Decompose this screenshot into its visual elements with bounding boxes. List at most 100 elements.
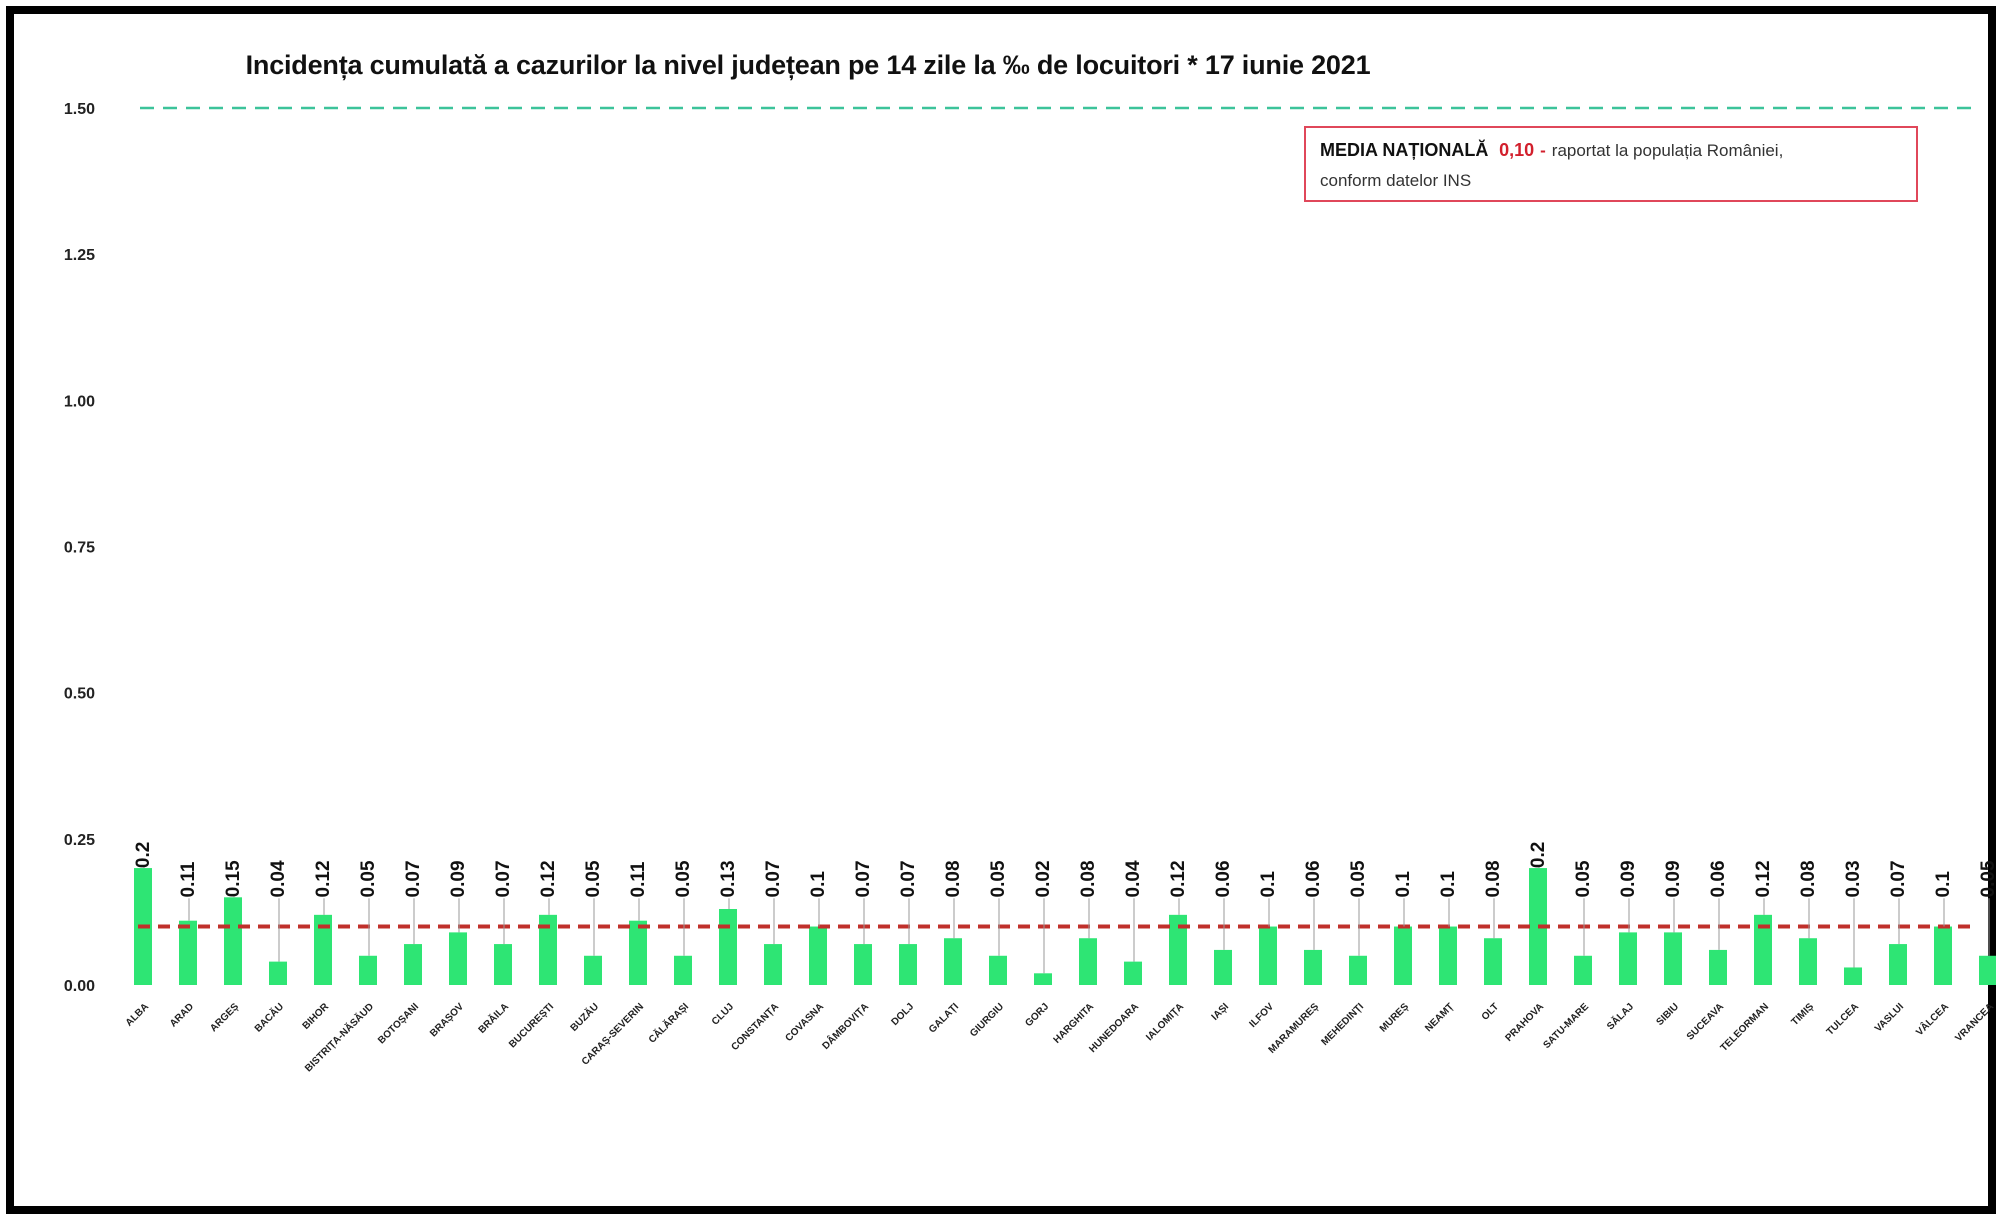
data-label: 0.11: [178, 861, 199, 897]
legend-line-1: MEDIA NAȚIONALĂ 0,10- raportat la populaț…: [1320, 135, 1902, 166]
data-label: 0.09: [1663, 860, 1684, 897]
category-label: CLUJ: [710, 1001, 736, 1027]
bar: [224, 897, 242, 985]
category-label: MEHEDINȚI: [1319, 1001, 1366, 1048]
data-label: 0.06: [1303, 860, 1324, 897]
data-label: 0.06: [1213, 860, 1234, 897]
bar: [899, 944, 917, 985]
category-label: CONSTANȚA: [729, 1001, 781, 1053]
bar: [854, 944, 872, 985]
category-label: SUCEAVA: [1685, 1001, 1726, 1042]
data-label: 0.08: [1483, 860, 1504, 897]
data-label: 0.08: [1078, 860, 1099, 897]
legend-text-2: conform datelor INS: [1320, 171, 1472, 190]
bar: [629, 920, 647, 985]
category-label: GORJ: [1023, 1001, 1051, 1029]
data-label: 0.11: [628, 861, 649, 897]
category-label: BUCUREȘTI: [507, 1001, 556, 1050]
y-tick-label: 0.00: [64, 978, 95, 995]
data-label: 0.13: [718, 860, 739, 897]
bar: [1304, 949, 1322, 985]
category-label: BRAȘOV: [428, 1001, 466, 1039]
data-label: 0.07: [853, 860, 874, 897]
data-label: 0.12: [1168, 860, 1189, 897]
bar: [1079, 938, 1097, 985]
category-label: VÂLCEA: [1913, 1000, 1951, 1038]
bar: [1709, 949, 1727, 985]
category-label: SIBIU: [1654, 1001, 1681, 1028]
data-label: 0.07: [763, 860, 784, 897]
y-tick-label: 0.25: [64, 832, 95, 849]
category-label: GIURGIU: [968, 1001, 1006, 1039]
category-label: GALAȚI: [927, 1001, 961, 1035]
data-label: 0.15: [223, 860, 244, 897]
chart-title-text: Incidența cumulată a cazurilor la nivel …: [245, 50, 1371, 80]
data-label: 0.12: [1753, 860, 1774, 897]
category-label: ALBA: [124, 1001, 151, 1028]
category-label: OLT: [1480, 1001, 1501, 1022]
legend-value: 0,10: [1499, 140, 1535, 160]
category-label: VRANCEA: [1953, 1001, 1996, 1044]
bar: [1034, 973, 1052, 985]
bar: [1754, 914, 1772, 985]
category-label: CĂLĂRAȘI: [645, 1000, 691, 1046]
category-label: VASLUI: [1873, 1001, 1906, 1034]
bar: [719, 908, 737, 985]
bar: [1394, 926, 1412, 985]
category-label: TELEORMAN: [1719, 1001, 1772, 1054]
bar: [1664, 932, 1682, 985]
bar: [269, 961, 287, 985]
category-label: ARGEȘ: [208, 1001, 241, 1034]
data-label: 0.1: [1258, 871, 1279, 898]
category-label: ILFOV: [1248, 1001, 1277, 1030]
legend-dash: -: [1540, 141, 1546, 160]
bar: [764, 944, 782, 985]
category-label: MUREȘ: [1378, 1001, 1412, 1035]
category-label: IAȘI: [1210, 1001, 1232, 1023]
bar: [539, 914, 557, 985]
data-label: 0.08: [943, 860, 964, 897]
legend-text-1: raportat la populația României,: [1551, 141, 1784, 160]
data-label: 0.05: [358, 860, 379, 897]
category-label: SĂLAJ: [1604, 1000, 1636, 1032]
bar: [1349, 955, 1367, 985]
category-label: TULCEA: [1825, 1001, 1861, 1037]
chart-title: Incidența cumulată a cazurilor la nivel …: [0, 50, 1996, 81]
bar: [449, 932, 467, 985]
bar: [1934, 926, 1952, 985]
category-label: IALOMIȚA: [1144, 1001, 1186, 1043]
data-label: 0.1: [808, 871, 829, 898]
bar: [1214, 949, 1232, 985]
bar: [1439, 926, 1457, 985]
category-label: BIHOR: [301, 1001, 332, 1032]
category-label: TIMIȘ: [1789, 1001, 1816, 1028]
bar: [674, 955, 692, 985]
data-label: 0.07: [403, 860, 424, 897]
category-label: DÂMBOVIȚA: [819, 1000, 871, 1052]
data-label: 0.05: [1978, 860, 1996, 897]
bar: [1619, 932, 1637, 985]
y-tick-label: 1.25: [64, 247, 95, 264]
data-label: 0.09: [448, 860, 469, 897]
category-label: ARAD: [168, 1001, 196, 1029]
data-label: 0.05: [673, 860, 694, 897]
bar: [179, 920, 197, 985]
data-label: 0.05: [1348, 860, 1369, 897]
bar: [584, 955, 602, 985]
bar: [1889, 944, 1907, 985]
category-label: HARGHITA: [1052, 1001, 1097, 1046]
y-tick-label: 0.75: [64, 540, 95, 557]
bar: [1844, 967, 1862, 985]
data-label: 0.08: [1798, 860, 1819, 897]
y-tick-label: 1.50: [64, 101, 95, 118]
category-label: BOTOȘANI: [376, 1001, 421, 1046]
category-label: COVASNA: [784, 1001, 827, 1044]
data-labels-layer: 0.2 0.11 0.15 0.04 0.12 0.05 0.07 0.09 0.07 0.12 0…: [133, 842, 1996, 974]
data-label: 0.1: [1438, 871, 1459, 898]
category-label: PRAHOVA: [1504, 1001, 1547, 1044]
y-tick-label: 1.00: [64, 393, 95, 410]
y-tick-label: 0.50: [64, 686, 95, 703]
data-label: 0.2: [1528, 842, 1549, 868]
